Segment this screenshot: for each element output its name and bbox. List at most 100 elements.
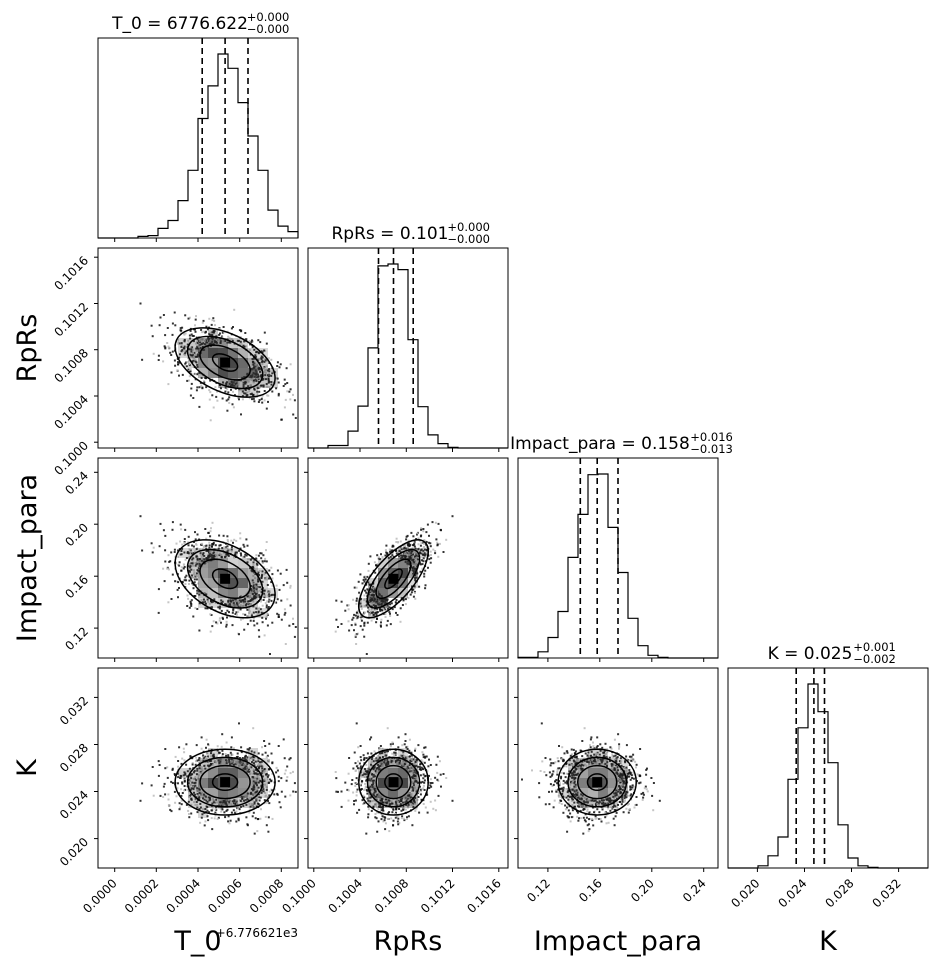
sample-point (276, 612, 279, 615)
sample-point (363, 576, 366, 579)
sample-point (380, 607, 383, 610)
sample-point (556, 782, 559, 785)
sample-point (197, 774, 200, 777)
sample-point (605, 802, 608, 805)
sample-point (412, 789, 415, 792)
sample-point (188, 767, 191, 770)
sample-point (587, 823, 590, 826)
sample-point (196, 346, 199, 349)
sample-point (354, 622, 357, 625)
sample-point (423, 779, 426, 782)
sample-point (371, 783, 373, 786)
sample-point (190, 803, 193, 806)
sample-point (263, 778, 266, 781)
sample-point (402, 750, 405, 753)
sample-point (271, 584, 274, 587)
contour-level-4 (174, 539, 276, 619)
sample-point (194, 784, 197, 787)
sample-point (630, 774, 633, 777)
sample-point (568, 816, 570, 819)
sample-point (373, 766, 376, 769)
sample-point (580, 767, 582, 770)
sample-point (232, 758, 235, 761)
sample-point (645, 788, 648, 791)
sample-point (232, 390, 234, 393)
density-cell (568, 758, 578, 768)
sample-point (267, 394, 270, 397)
density-cell (588, 758, 598, 768)
sample-point (163, 580, 166, 583)
sample-point (623, 780, 626, 783)
sample-point (157, 774, 160, 777)
density-cell (618, 768, 628, 778)
sample-point (388, 606, 391, 609)
sample-point (251, 589, 254, 592)
sample-point (372, 611, 374, 614)
sample-point (556, 768, 559, 771)
sample-point (367, 606, 370, 609)
title-err-plus: +0.000 (447, 220, 490, 234)
sample-point (157, 359, 160, 361)
sample-point (169, 351, 172, 354)
sample-point (375, 817, 378, 820)
sample-point (381, 763, 384, 766)
sample-point (606, 765, 608, 767)
sample-point (264, 815, 267, 818)
sample-point (372, 613, 375, 616)
sample-point (258, 799, 261, 802)
density-cell (228, 798, 238, 808)
sample-point (583, 757, 586, 760)
sample-point (558, 801, 561, 804)
sample-point (411, 562, 414, 565)
density-cell (408, 558, 418, 568)
sample-point (395, 611, 397, 614)
sample-point (619, 800, 622, 803)
sample-point (356, 788, 359, 791)
sample-point (420, 528, 423, 531)
sample-point (183, 353, 186, 356)
sample-point (268, 386, 271, 389)
sample-point (277, 780, 280, 783)
sample-point (237, 601, 240, 604)
sample-point (391, 741, 394, 744)
sample-point (373, 599, 376, 602)
density-cell (248, 358, 258, 368)
sample-point (388, 811, 391, 814)
sample-point (359, 783, 362, 786)
sample-point (184, 788, 187, 791)
density-cell (408, 758, 418, 768)
sample-point (270, 383, 273, 386)
sample-point (602, 754, 605, 757)
sample-point (167, 798, 170, 801)
sample-point (194, 575, 197, 578)
sample-point (434, 521, 437, 524)
density-cell (208, 548, 218, 558)
sample-point (195, 555, 198, 558)
sample-point (566, 815, 569, 818)
sample-point (228, 549, 231, 551)
sample-point (566, 751, 569, 754)
sample-point (221, 616, 224, 619)
sample-point (426, 769, 429, 772)
sample-point (627, 811, 630, 814)
sample-point (417, 744, 420, 747)
sample-point (439, 773, 442, 776)
sample-point (416, 793, 419, 796)
sample-point (227, 335, 230, 338)
sample-point (368, 766, 371, 769)
sample-point (405, 803, 408, 806)
sample-point (372, 617, 375, 620)
sample-point (271, 573, 274, 576)
sample-point (629, 794, 632, 797)
sample-point (406, 555, 409, 558)
density-cell (378, 588, 388, 598)
sample-point (220, 553, 223, 556)
sample-point (215, 335, 218, 338)
x-tick-label: 0.12 (524, 876, 553, 905)
sample-point (157, 588, 160, 591)
sample-point (264, 374, 267, 377)
density-peak (592, 777, 603, 788)
sample-point (365, 832, 368, 835)
sample-point (196, 608, 199, 610)
sample-point (252, 619, 255, 622)
